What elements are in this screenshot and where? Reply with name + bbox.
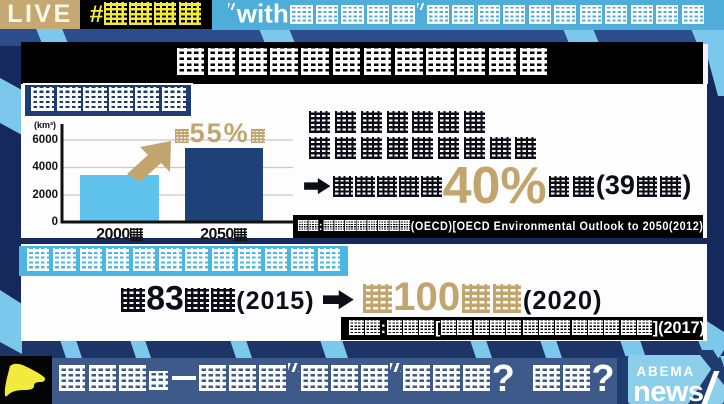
svg-text:news: news (633, 376, 704, 404)
svg-text:ABEMA: ABEMA (637, 364, 696, 379)
